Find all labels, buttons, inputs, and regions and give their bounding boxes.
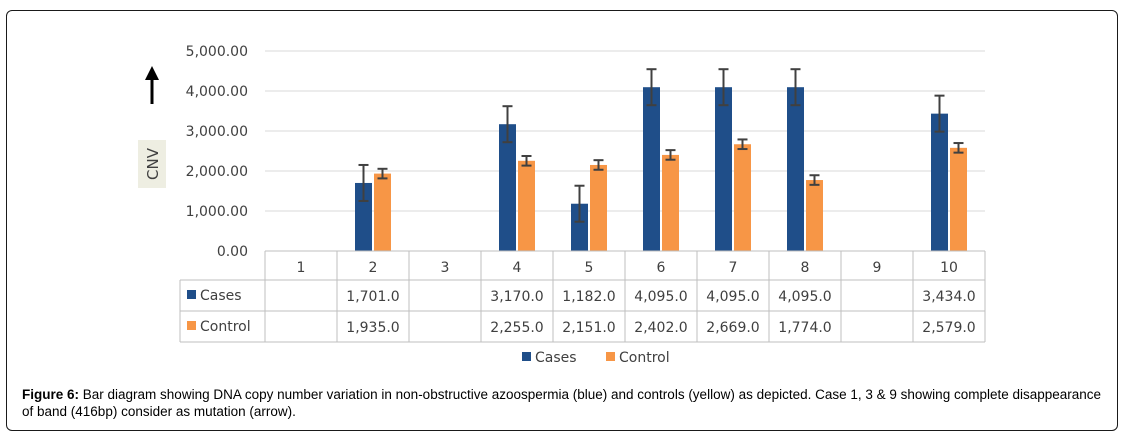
error-bar-cases-5 <box>574 184 585 223</box>
bar-control-7 <box>734 144 751 251</box>
error-bar-cases-4 <box>502 105 513 144</box>
bar-cases-8 <box>787 87 804 251</box>
x-tick-label: 5 <box>585 260 594 276</box>
data-label: 1,701.0 <box>346 289 399 305</box>
data-label: 1,935.0 <box>346 320 399 336</box>
legend-label-cases: Cases <box>535 350 577 366</box>
legend: Cases Control <box>522 350 670 366</box>
bar-control-6 <box>662 154 679 251</box>
arrow-annotation <box>145 66 159 104</box>
error-bars <box>358 68 964 223</box>
y-tick-label: 2,000.00 <box>186 164 248 180</box>
x-tick-label: 1 <box>297 260 306 276</box>
data-label: 4,095.0 <box>778 289 831 305</box>
bar-control-5 <box>590 164 607 251</box>
error-bar-cases-8 <box>790 68 801 107</box>
gridlines <box>265 50 985 252</box>
data-label: 3,170.0 <box>490 289 543 305</box>
data-label: 3,434.0 <box>922 289 975 305</box>
x-tick-label: 7 <box>729 260 738 276</box>
x-tick-label: 3 <box>441 260 450 276</box>
bar-control-2 <box>374 173 391 251</box>
data-label: 2,151.0 <box>562 320 615 336</box>
data-label: 4,095.0 <box>634 289 687 305</box>
data-table: 1 2 3 4 5 6 7 8 9 10 Cases 1,701.0 3,170.0 1,182.0 4,0… <box>179 250 986 343</box>
bars <box>355 87 967 251</box>
bar-control-10 <box>950 147 967 251</box>
x-tick-label: 6 <box>657 260 666 276</box>
y-tick-label: 0.00 <box>217 244 248 260</box>
error-bar-cases-7 <box>718 68 729 107</box>
data-label: 2,402.0 <box>634 320 687 336</box>
y-tick-label: 4,000.00 <box>186 84 248 100</box>
table-legend-key <box>187 290 196 299</box>
table-series-name: Cases <box>200 288 242 304</box>
data-label: 2,255.0 <box>490 320 543 336</box>
bar-cases-5 <box>571 203 588 251</box>
bar-chart: 0.00 1,000.00 2,000.00 3,000.00 4,000.00 5,00… <box>138 44 986 366</box>
bar-cases-10 <box>931 113 948 251</box>
error-bar-control-4 <box>521 155 532 167</box>
error-bar-control-7 <box>737 138 748 151</box>
figure-frame <box>6 10 1118 431</box>
error-bar-control-10 <box>953 142 964 154</box>
table-legend-key <box>187 321 196 330</box>
caption-text: Bar diagram showing DNA copy number vari… <box>22 387 1102 419</box>
error-bar-cases-6 <box>646 68 657 107</box>
x-tick-label: 4 <box>513 260 522 276</box>
y-tick-label: 5,000.00 <box>186 44 248 60</box>
x-tick-label: 10 <box>940 260 958 276</box>
data-label: 2,579.0 <box>922 320 975 336</box>
bar-cases-7 <box>715 87 732 251</box>
y-axis-ticks: 0.00 1,000.00 2,000.00 3,000.00 4,000.00 5,00… <box>186 44 248 260</box>
legend-label-control: Control <box>619 350 670 366</box>
table-series-name: Control <box>200 319 251 335</box>
error-bar-control-6 <box>665 149 676 161</box>
legend-key-control <box>606 352 615 361</box>
legend-key-cases <box>522 352 531 361</box>
data-label: 1,774.0 <box>778 320 831 336</box>
error-bar-cases-2 <box>358 163 369 202</box>
data-label: 1,182.0 <box>562 289 615 305</box>
y-tick-label: 1,000.00 <box>186 204 248 220</box>
x-tick-label: 8 <box>801 260 810 276</box>
error-bar-cases-10 <box>934 94 945 133</box>
x-tick-label: 2 <box>369 260 378 276</box>
y-axis-label: CNV <box>144 147 162 180</box>
y-axis-label-box <box>138 140 166 188</box>
figure-caption: Figure 6: Bar diagram showing DNA copy n… <box>22 386 1108 420</box>
data-label: 4,095.0 <box>706 289 759 305</box>
bar-control-8 <box>806 180 823 251</box>
bar-cases-4 <box>499 124 516 251</box>
y-tick-label: 3,000.00 <box>186 124 248 140</box>
caption-label: Figure 6: <box>22 387 80 402</box>
error-bar-control-5 <box>593 159 604 171</box>
error-bar-control-2 <box>377 167 388 180</box>
error-bar-control-8 <box>809 174 820 186</box>
bar-control-4 <box>518 160 535 251</box>
bar-cases-6 <box>643 87 660 251</box>
x-tick-label: 9 <box>873 260 882 276</box>
data-label: 2,669.0 <box>706 320 759 336</box>
